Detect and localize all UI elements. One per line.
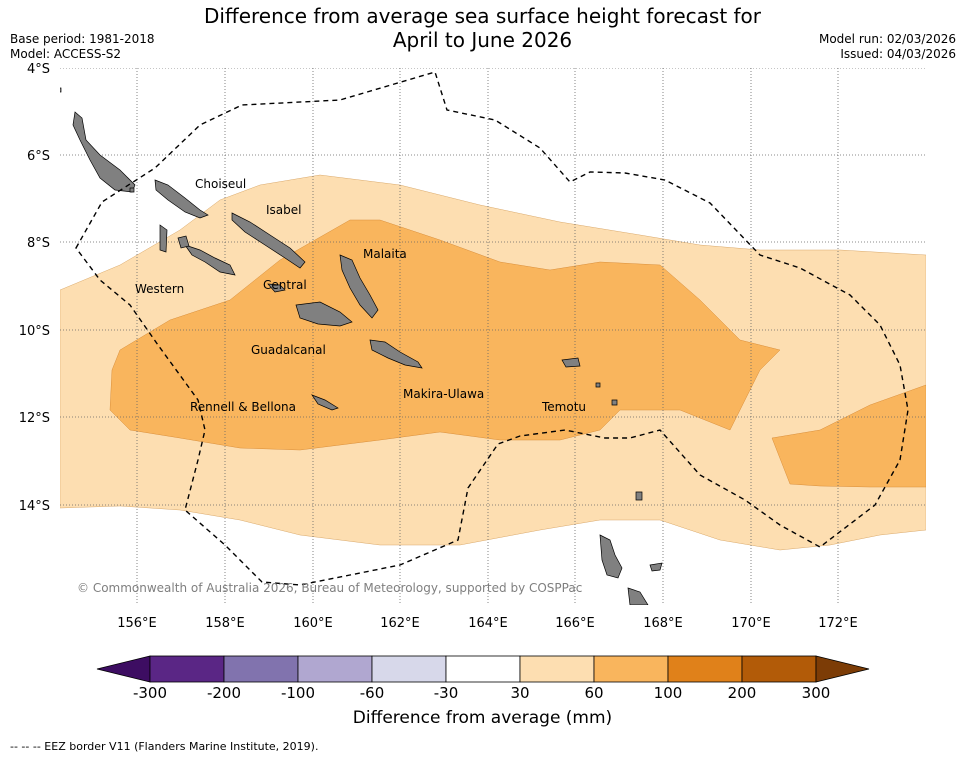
colorbar-tick-label: 60 (584, 684, 604, 702)
island-new-georgia (184, 244, 236, 276)
label-temotu: Temotu (541, 400, 586, 414)
island-small-1 (595, 382, 601, 388)
map-title: Difference from average sea surface heig… (0, 4, 965, 52)
colorbar-tick-label: -300 (132, 684, 168, 702)
island-small-3 (635, 491, 643, 501)
colorbar-segment (445, 655, 521, 683)
island-small-2 (611, 399, 618, 406)
colorbar-tick-label: -100 (280, 684, 316, 702)
title-line-2: April to June 2026 (392, 28, 573, 52)
colorbar-tick-label: -60 (359, 684, 385, 702)
colorbar-tick-label: 100 (653, 684, 683, 702)
island-vella (177, 235, 190, 249)
island-maewo (649, 562, 663, 572)
longitude-labels: 156°E 158°E 160°E 162°E 164°E 166°E 168°… (117, 616, 858, 631)
island-shortland (159, 224, 168, 253)
colorbar-segment (223, 655, 299, 683)
island-small-5 (60, 87, 62, 93)
lon-label: 170°E (731, 616, 771, 631)
lon-label: 166°E (555, 616, 595, 631)
colorbar-tick-label: 200 (727, 684, 757, 702)
label-guadalcanal: Guadalcanal (251, 343, 326, 357)
label-malaita: Malaita (363, 247, 407, 261)
map-area: Choiseul Isabel Malaita Western Central … (60, 68, 926, 605)
copyright-credit: © Commonwealth of Australia 2026, Bureau… (77, 581, 582, 595)
label-choiseul: Choiseul (195, 177, 246, 191)
lat-label: 8°S (27, 236, 50, 251)
latitude-labels: 4°S 6°S 8°S 10°S 12°S 14°S (19, 62, 50, 514)
base-period: Base period: 1981-2018 (10, 32, 155, 46)
label-isabel: Isabel (266, 203, 301, 217)
island-bougainville (72, 111, 136, 193)
colorbar-title: Difference from average (mm) (352, 708, 613, 728)
lon-label: 172°E (818, 616, 858, 631)
colorbar-extend-min (96, 655, 151, 683)
colorbar-tick-label: -30 (433, 684, 459, 702)
colorbar-segment (371, 655, 447, 683)
issued-date: Issued: 04/03/2026 (840, 47, 956, 61)
colorbar-tick-label: 300 (801, 684, 831, 702)
lat-label: 4°S (27, 62, 50, 77)
island-malaita (339, 254, 379, 319)
model-run-date: Model run: 02/03/2026 (818, 32, 956, 46)
island-small-4 (129, 187, 135, 193)
colorbar-tick-label: -200 (206, 684, 242, 702)
land-masses (60, 87, 663, 605)
label-central: Central (263, 278, 307, 292)
lon-label: 168°E (643, 616, 683, 631)
lon-label: 156°E (117, 616, 157, 631)
lat-label: 14°S (19, 499, 50, 514)
province-labels: Choiseul Isabel Malaita Western Central … (135, 177, 586, 414)
island-makira (369, 339, 423, 369)
anomaly-band-60-100-east (771, 384, 926, 488)
model-name: Model: ACCESS-S2 (10, 47, 122, 61)
label-makira-ulawa: Makira-Ulawa (403, 387, 484, 401)
island-choiseul (154, 179, 209, 219)
label-western: Western (135, 282, 184, 296)
eez-border (75, 71, 909, 586)
island-guadalcanal (295, 301, 353, 327)
issue-info: Model run: 02/03/2026 Issued: 04/03/2026 (819, 32, 956, 62)
colorbar (96, 655, 870, 683)
island-malekula (627, 587, 649, 605)
graticule (60, 68, 926, 605)
colorbar-extend-max (815, 655, 870, 683)
colorbar-segment (741, 655, 817, 683)
lon-label: 164°E (468, 616, 508, 631)
eez-legend: -- -- -- EEZ border V11 (Flanders Marine… (10, 740, 319, 753)
lat-label: 6°S (27, 149, 50, 164)
colorbar-segment (519, 655, 595, 683)
lat-label: 12°S (19, 411, 50, 426)
colorbar-segment (297, 655, 373, 683)
lon-label: 158°E (205, 616, 245, 631)
title-line-1: Difference from average sea surface heig… (203, 4, 762, 28)
lon-label: 162°E (380, 616, 420, 631)
island-florida (267, 283, 286, 293)
colorbar-segment (593, 655, 669, 683)
label-rennell-bellona: Rennell & Bellona (190, 400, 296, 414)
colorbar-tick-label: 30 (510, 684, 530, 702)
island-espiritu-santo (599, 534, 623, 579)
lon-label: 160°E (293, 616, 333, 631)
lat-label: 10°S (19, 324, 50, 339)
colorbar-segment (149, 655, 225, 683)
anomaly-band-60-100 (109, 219, 781, 451)
island-isabel (231, 212, 306, 269)
island-rennell (311, 394, 339, 411)
model-info: Base period: 1981-2018 Model: ACCESS-S2 (10, 32, 155, 62)
island-santa-cruz (561, 357, 581, 368)
colorbar-segment (667, 655, 743, 683)
